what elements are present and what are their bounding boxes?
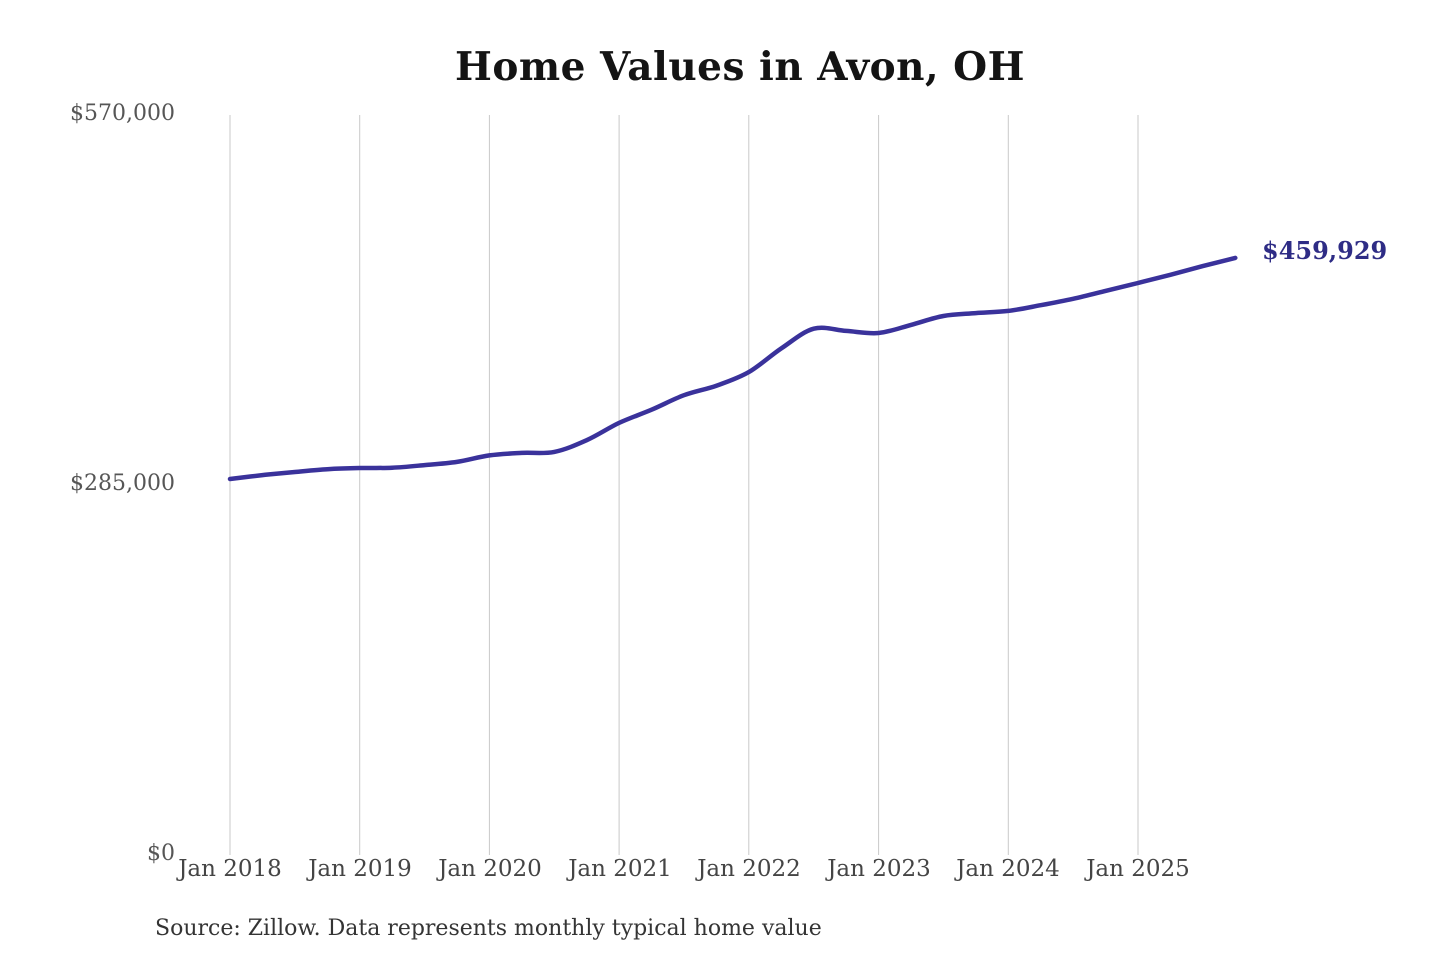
x-axis-tick-2022: Jan 2022	[697, 856, 801, 882]
x-axis-tick-2024: Jan 2024	[956, 856, 1060, 882]
y-axis-tick-285000: $285,000	[70, 471, 175, 496]
y-axis-tick-0: $0	[147, 841, 175, 866]
x-axis-tick-2021: Jan 2021	[568, 856, 672, 882]
x-axis-tick-2020: Jan 2020	[438, 856, 542, 882]
home-value-series-line	[227, 255, 1238, 482]
x-axis-tick-2018: Jan 2018	[178, 856, 282, 882]
x-axis-tick-2025: Jan 2025	[1086, 856, 1190, 882]
x-axis-tick-2023: Jan 2023	[827, 856, 931, 882]
x-axis-tick-2019: Jan 2019	[308, 856, 412, 882]
y-axis-tick-570000: $570,000	[70, 101, 175, 126]
source-note: Source: Zillow. Data represents monthly …	[155, 916, 822, 941]
series-end-value-label: $459,929	[1262, 236, 1388, 265]
chart-title: Home Values in Avon, OH	[455, 44, 1025, 90]
